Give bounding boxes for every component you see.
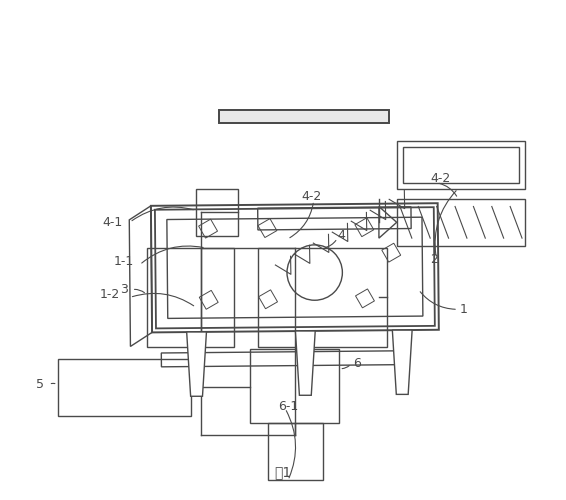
Bar [218,110,389,124]
Bar [147,248,234,347]
Bar [355,289,375,308]
Text: 4-2: 4-2 [302,190,322,203]
Bar [259,290,277,308]
Bar [402,147,520,183]
Text: 5: 5 [36,378,44,391]
Text: 4-2: 4-2 [430,172,451,186]
Text: 1: 1 [460,303,468,316]
Bar [218,110,389,124]
Bar [382,243,401,262]
Bar [397,198,525,246]
Polygon shape [392,330,412,394]
Text: 1-2: 1-2 [100,288,121,301]
Text: 3: 3 [120,283,128,296]
Bar [199,219,217,238]
Bar [258,218,277,238]
Bar [397,141,525,188]
Bar [250,349,340,423]
Text: 图1: 图1 [275,466,291,479]
Text: 4-1: 4-1 [102,216,122,229]
Text: 2: 2 [430,254,438,266]
Text: 6: 6 [353,357,361,370]
Polygon shape [295,331,315,396]
Text: 6-1: 6-1 [278,400,298,412]
Bar [58,359,191,416]
Bar [355,218,374,236]
Bar [199,290,218,310]
Text: 4: 4 [337,228,345,241]
Bar [258,248,387,347]
Bar [268,423,323,480]
Text: 1-1: 1-1 [114,256,134,268]
Polygon shape [187,332,207,396]
Bar [196,188,238,236]
